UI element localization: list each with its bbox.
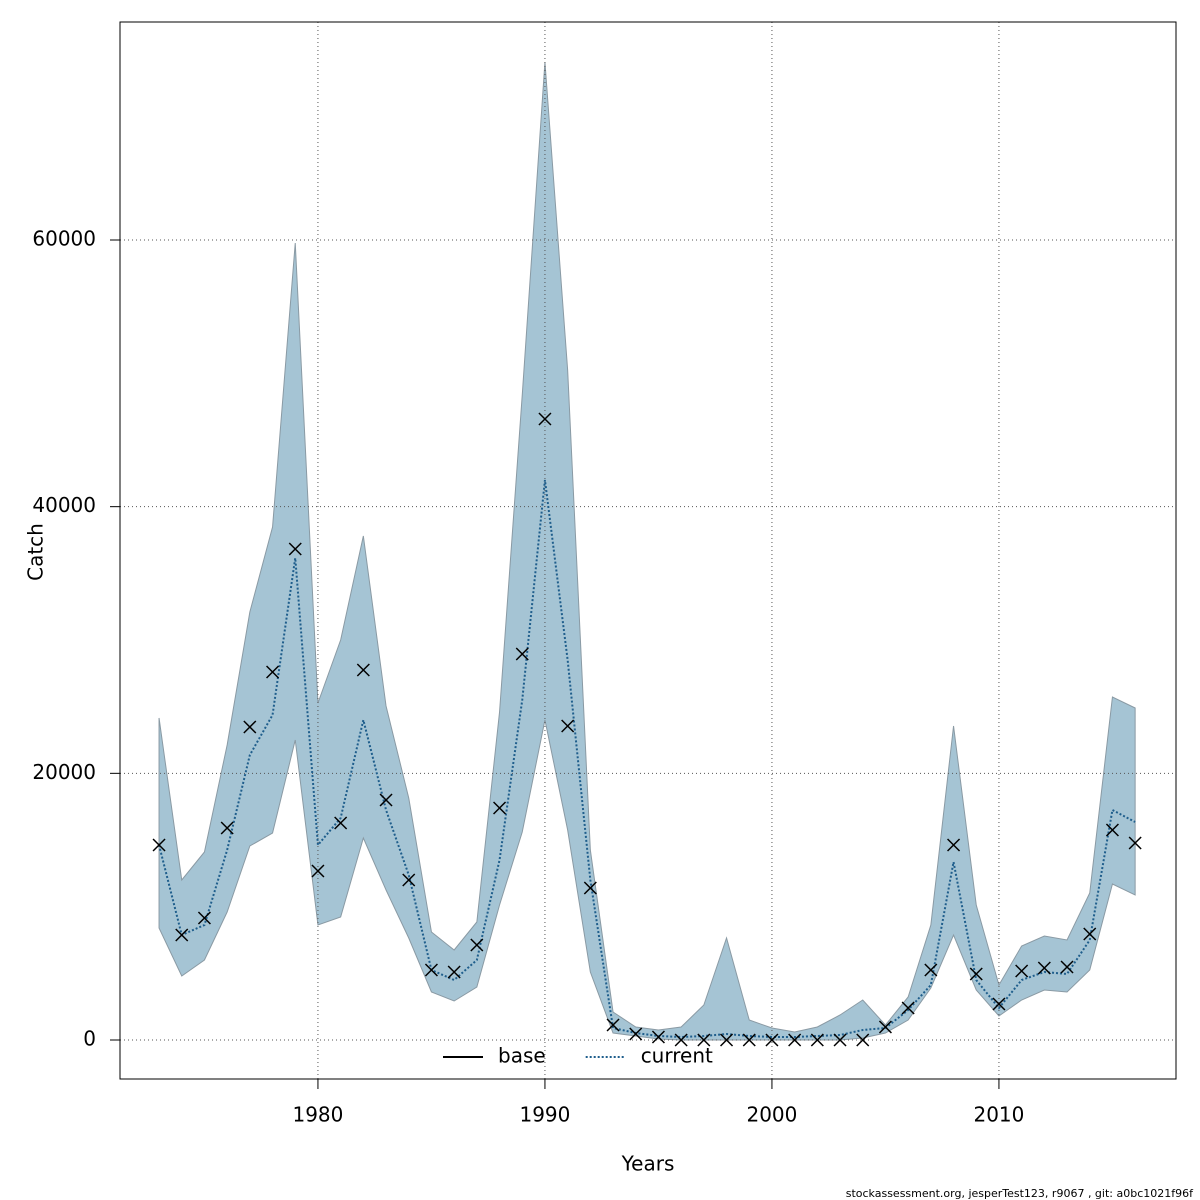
observed-point — [152, 838, 166, 852]
observed-point — [720, 1033, 734, 1047]
y-tick-label: 40000 — [32, 493, 96, 517]
observed-point — [1015, 964, 1029, 978]
observed-point — [220, 821, 234, 835]
observed-point — [266, 665, 280, 679]
observed-point — [175, 928, 189, 942]
observed-point — [606, 1018, 620, 1032]
plot-frame — [119, 21, 1177, 1080]
observed-point — [493, 801, 507, 815]
observed-point — [901, 1001, 915, 1015]
observed-point — [334, 816, 348, 830]
observed-point — [742, 1033, 756, 1047]
fit-line — [158, 479, 1136, 1039]
observed-point — [1128, 836, 1142, 850]
observed-point — [379, 793, 393, 807]
observed-point — [765, 1033, 779, 1047]
x-axis-label: Years — [621, 1152, 675, 1176]
observed-point — [697, 1033, 711, 1047]
observed-point — [947, 838, 961, 852]
legend-label: base — [498, 1044, 546, 1068]
observed-point — [538, 412, 552, 426]
observed-point — [583, 881, 597, 895]
observed-point — [674, 1033, 688, 1047]
observed-point — [243, 720, 257, 734]
observed-point — [969, 967, 983, 981]
observed-point — [447, 965, 461, 979]
observed-point — [833, 1033, 847, 1047]
observed-point — [470, 938, 484, 952]
observed-point — [1037, 961, 1051, 975]
observed-point — [515, 647, 529, 661]
x-tick-label: 1980 — [292, 1103, 343, 1127]
observed-point — [992, 997, 1006, 1011]
observed-point — [402, 873, 416, 887]
y-axis-label: Catch — [24, 523, 48, 581]
legend-label: current — [641, 1044, 713, 1068]
observed-point — [424, 963, 438, 977]
observed-point — [878, 1020, 892, 1034]
observed-point — [356, 663, 370, 677]
observed-point — [651, 1030, 665, 1044]
observed-point — [856, 1033, 870, 1047]
observed-point — [1105, 823, 1119, 837]
y-tick-label: 20000 — [32, 760, 96, 784]
y-tick-label: 0 — [83, 1027, 96, 1051]
observed-point — [810, 1033, 824, 1047]
y-tick-label: 60000 — [32, 227, 96, 251]
observed-point — [288, 542, 302, 556]
x-tick-label: 1990 — [519, 1103, 570, 1127]
observed-point — [561, 719, 575, 733]
observed-point — [311, 864, 325, 878]
confidence-band — [158, 61, 1136, 1041]
x-tick-label: 2000 — [746, 1103, 797, 1127]
footer: stockassessment.org, jesperTest123, r906… — [846, 1187, 1194, 1200]
observed-point — [1083, 927, 1097, 941]
observed-point — [197, 911, 211, 925]
observed-point — [1060, 960, 1074, 974]
observed-point — [924, 963, 938, 977]
x-tick-label: 2010 — [973, 1103, 1024, 1127]
observed-point — [629, 1027, 643, 1041]
observed-point — [788, 1033, 802, 1047]
